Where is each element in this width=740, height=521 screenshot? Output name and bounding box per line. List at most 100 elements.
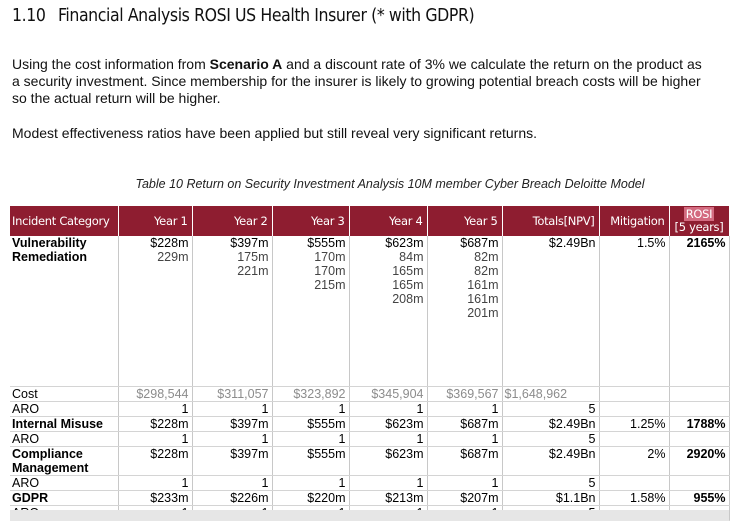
aro-year-3: 1	[272, 431, 350, 447]
aro-year-4: 1	[349, 475, 428, 491]
cost-year-4: $345,904	[349, 386, 428, 402]
vuln-mitigation: 1.5%	[599, 236, 670, 387]
vuln-year-1-sub: 229m	[157, 250, 189, 264]
table-row-internal-misuse: Internal Misuse $228m $397m $555m $623m …	[10, 416, 730, 432]
cost-year-2: $311,057	[192, 386, 273, 402]
internal-rosi: 1788%	[669, 416, 730, 432]
header-year-1: Year 1	[118, 206, 193, 236]
gdpr-total: $1.1Bn	[502, 490, 600, 506]
row-label: ARO	[10, 431, 119, 447]
row-label: Cost	[10, 386, 119, 402]
aro-total: 5	[502, 431, 600, 447]
cost-year-1: $298,544	[118, 386, 193, 402]
aro-mitigation	[599, 401, 670, 417]
table-row-aro: ARO 1 1 1 1 1 5	[10, 431, 730, 447]
header-year-4: Year 4	[349, 206, 428, 236]
row-label-line2: Management	[12, 460, 89, 475]
aro-year-3: 1	[272, 475, 350, 491]
aro-year-5: 1	[427, 431, 503, 447]
aro-rosi	[669, 401, 730, 417]
section-title: Financial Analysis ROSI US Health Insure…	[58, 6, 475, 26]
aro-year-4: 1	[349, 401, 428, 417]
row-label: Compliance Management	[10, 446, 119, 476]
aro-year-1: 1	[118, 431, 193, 447]
vuln-year-4: $623m 84m 165m 165m 208m	[349, 236, 428, 387]
vuln-year-5-sub: 82m	[474, 250, 499, 264]
vuln-year-5-value: $687m	[460, 236, 499, 250]
internal-mitigation: 1.25%	[599, 416, 670, 432]
header-mitigation: Mitigation	[599, 206, 670, 236]
table-row-aro: ARO 1 1 1 1 1 5	[10, 475, 730, 491]
vuln-year-5-sub: 82m	[474, 264, 499, 278]
gdpr-rosi: 955%	[669, 490, 730, 506]
scenario-label: Scenario A	[209, 56, 283, 72]
vuln-year-1: $228m 229m	[118, 236, 193, 387]
aro-mitigation	[599, 431, 670, 447]
table-caption: Table 10 Return on Security Investment A…	[135, 177, 645, 191]
cost-year-5: $369,567	[427, 386, 503, 402]
vuln-year-3-sub: 215m	[314, 278, 346, 292]
aro-rosi	[669, 431, 730, 447]
vuln-year-2-sub: 175m	[237, 250, 269, 264]
row-label: GDPR	[10, 490, 119, 506]
vuln-rosi: 2165%	[669, 236, 730, 387]
vuln-year-4-sub: 165m	[392, 264, 424, 278]
vuln-year-5-sub: 161m	[467, 292, 499, 306]
gdpr-year-1: $233m	[118, 490, 193, 506]
aro-year-4: 1	[349, 431, 428, 447]
aro-year-2: 1	[192, 401, 273, 417]
intro-text-end: and a discount rate of 3% we calculate t…	[12, 56, 702, 106]
rosi-table: Incident Category Year 1 Year 2 Year 3 Y…	[10, 206, 730, 521]
internal-year-1: $228m	[118, 416, 193, 432]
internal-total: $2.49Bn	[502, 416, 600, 432]
vuln-year-3: $555m 170m 170m 215m	[272, 236, 350, 387]
table-bottom-border	[10, 510, 729, 521]
vuln-year-2-value: $397m	[230, 236, 269, 250]
table-row-aro: ARO 1 1 1 1 1 5	[10, 401, 730, 417]
cost-mitigation	[599, 386, 670, 402]
vuln-year-5: $687m 82m 82m 161m 161m 201m	[427, 236, 503, 387]
internal-year-5: $687m	[427, 416, 503, 432]
intro-paragraph: Using the cost information from Scenario…	[12, 56, 702, 107]
vuln-total: $2.49Bn	[502, 236, 600, 387]
effectiveness-paragraph: Modest effectiveness ratios have been ap…	[12, 125, 538, 141]
table-row-gdpr: GDPR $233m $226m $220m $213m $207m $1.1B…	[10, 490, 730, 506]
aro-year-3: 1	[272, 401, 350, 417]
vuln-year-5-sub: 201m	[467, 306, 499, 320]
header-rosi: ROSI [5 years]	[669, 206, 730, 236]
aro-year-1: 1	[118, 401, 193, 417]
vuln-year-4-sub: 208m	[392, 292, 424, 306]
cost-rosi	[669, 386, 730, 402]
row-label-line1: Vulnerability	[12, 236, 87, 250]
aro-total: 5	[502, 475, 600, 491]
gdpr-mitigation: 1.58%	[599, 490, 670, 506]
header-rosi-period: [5 years]	[674, 220, 724, 234]
compliance-year-2: $397m	[192, 446, 273, 476]
compliance-total: $2.49Bn	[502, 446, 600, 476]
row-label: Vulnerability Remediation	[10, 236, 119, 387]
section-heading: 1.10 Financial Analysis ROSI US Health In…	[12, 6, 475, 32]
header-incident-category: Incident Category	[10, 206, 119, 236]
row-label: ARO	[10, 475, 119, 491]
compliance-year-3: $555m	[272, 446, 350, 476]
compliance-year-1: $228m	[118, 446, 193, 476]
header-row: Incident Category Year 1 Year 2 Year 3 Y…	[10, 206, 730, 236]
header-year-2: Year 2	[192, 206, 273, 236]
gdpr-year-5: $207m	[427, 490, 503, 506]
vuln-year-2: $397m 175m 221m	[192, 236, 273, 387]
aro-total: 5	[502, 401, 600, 417]
internal-year-3: $555m	[272, 416, 350, 432]
internal-year-4: $623m	[349, 416, 428, 432]
row-label-line1: Compliance	[12, 446, 83, 461]
header-rosi-label: ROSI	[683, 207, 715, 221]
gdpr-year-2: $226m	[192, 490, 273, 506]
vuln-year-3-sub: 170m	[314, 264, 346, 278]
section-number: 1.10	[12, 6, 46, 26]
vuln-year-2-sub: 221m	[237, 264, 269, 278]
compliance-year-5: $687m	[427, 446, 503, 476]
table-row-cost: Cost $298,544 $311,057 $323,892 $345,904…	[10, 386, 730, 402]
table-row-vulnerability: Vulnerability Remediation $228m 229m $397m…	[10, 236, 730, 387]
cost-year-3: $323,892	[272, 386, 350, 402]
aro-year-2: 1	[192, 431, 273, 447]
vuln-year-5-sub: 161m	[467, 278, 499, 292]
